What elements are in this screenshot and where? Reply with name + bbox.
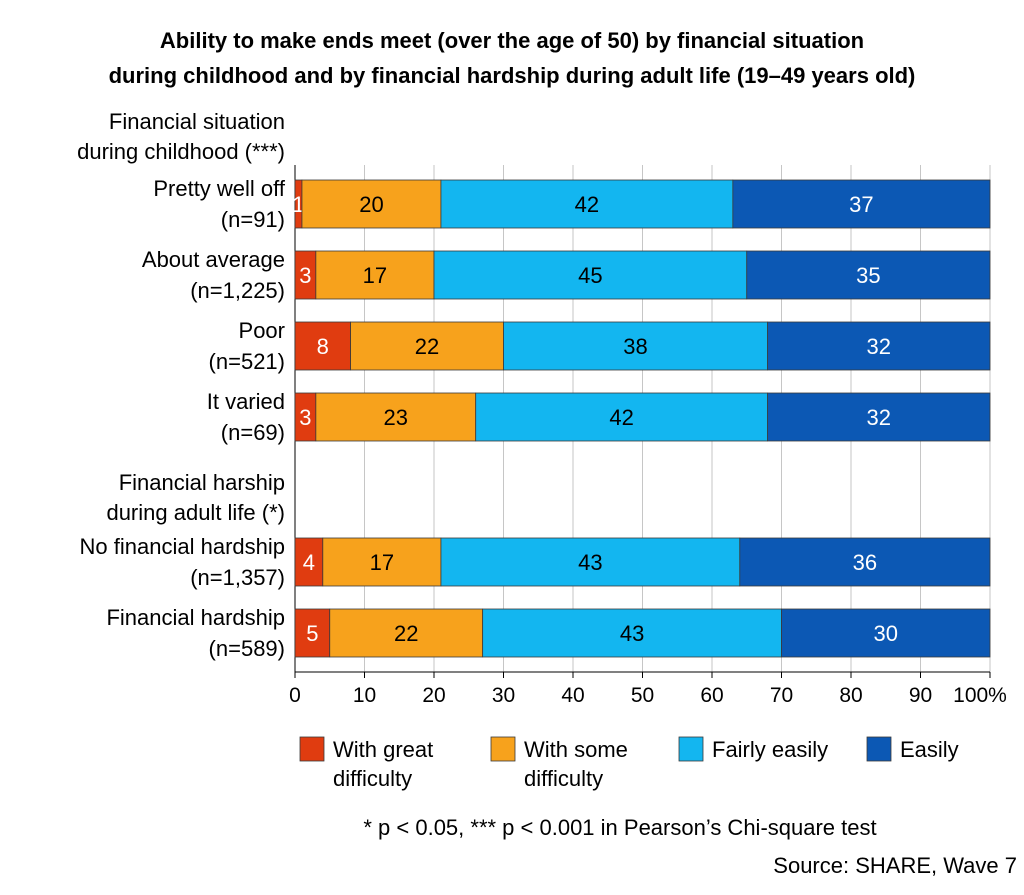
category-label: (n=91) xyxy=(221,207,285,232)
category-label: (n=521) xyxy=(209,349,285,374)
category-label: No financial hardship xyxy=(80,534,285,559)
bar-value-label: 17 xyxy=(370,550,394,575)
bar-segment xyxy=(294,537,324,587)
bar-segment xyxy=(440,179,734,229)
bar-value-label: 5 xyxy=(306,621,318,646)
bar-value-label: 22 xyxy=(415,334,439,359)
bar-value-label: 32 xyxy=(867,405,891,430)
group-header-line: Financial harship xyxy=(119,470,285,495)
category-label: It varied xyxy=(207,389,285,414)
category-label: (n=1,225) xyxy=(190,278,285,303)
legend-swatch xyxy=(866,736,892,762)
bar-segment xyxy=(315,392,477,442)
x-tick-label: 30 xyxy=(492,684,515,707)
legend-label: difficulty xyxy=(524,766,603,791)
x-tick-label: 40 xyxy=(561,684,584,707)
bar-value-label: 17 xyxy=(363,263,387,288)
legend-swatch xyxy=(299,736,325,762)
bar-segment xyxy=(739,537,991,587)
bar-value-label: 38 xyxy=(623,334,647,359)
bar-value-label: 43 xyxy=(620,621,644,646)
category-label: (n=589) xyxy=(209,636,285,661)
legend-swatch xyxy=(490,736,516,762)
bar-value-label: 1 xyxy=(292,192,304,217)
category-label: Financial hardship xyxy=(106,605,285,630)
x-tick-label: 90 xyxy=(909,684,932,707)
chart-title-line: Ability to make ends meet (over the age … xyxy=(160,28,864,53)
group-header-line: Financial situation xyxy=(109,109,285,134)
bar-segment xyxy=(350,321,504,371)
footnote: * p < 0.05, *** p < 0.001 in Pearson’s C… xyxy=(363,815,876,840)
legend-swatch xyxy=(678,736,704,762)
bar-segment xyxy=(503,321,769,371)
chart-title-line: during childhood and by financial hardsh… xyxy=(109,63,916,88)
bar-value-label: 36 xyxy=(853,550,877,575)
bar-segment xyxy=(301,179,442,229)
bar-segment xyxy=(746,250,991,300)
category-label: (n=69) xyxy=(221,420,285,445)
bar-value-label: 45 xyxy=(578,263,602,288)
bar-segment xyxy=(294,321,351,371)
bar-segment xyxy=(322,537,442,587)
bar-value-label: 20 xyxy=(359,192,383,217)
bar-value-label: 4 xyxy=(303,550,315,575)
category-label: Pretty well off xyxy=(153,176,286,201)
bar-value-label: 43 xyxy=(578,550,602,575)
legend-label: With great xyxy=(333,737,433,762)
bar-segment xyxy=(781,608,991,658)
bar-value-label: 37 xyxy=(849,192,873,217)
legend-label: difficulty xyxy=(333,766,412,791)
group-header-line: during childhood (***) xyxy=(77,139,285,164)
bar-segment xyxy=(433,250,748,300)
bar-value-label: 23 xyxy=(384,405,408,430)
bar-value-label: 3 xyxy=(299,405,311,430)
x-tick-label: 70 xyxy=(770,684,793,707)
x-tick-label: 100% xyxy=(953,684,1007,707)
group-header-line: during adult life (*) xyxy=(106,500,285,525)
bar-value-label: 32 xyxy=(867,334,891,359)
bar-value-label: 22 xyxy=(394,621,418,646)
x-tick-label: 10 xyxy=(353,684,376,707)
x-tick-label: 50 xyxy=(631,684,654,707)
bar-segment xyxy=(294,608,331,658)
bar-segment xyxy=(767,392,991,442)
legend-label: With some xyxy=(524,737,628,762)
category-label: (n=1,357) xyxy=(190,565,285,590)
x-tick-label: 0 xyxy=(289,684,301,707)
category-label: About average xyxy=(142,247,285,272)
bar-value-label: 42 xyxy=(609,405,633,430)
bar-segment xyxy=(440,537,741,587)
bar-value-label: 3 xyxy=(299,263,311,288)
bar-segment xyxy=(732,179,991,229)
x-tick-label: 60 xyxy=(700,684,723,707)
bar-value-label: 30 xyxy=(874,621,898,646)
bar-segment xyxy=(329,608,484,658)
legend-label: Easily xyxy=(900,737,959,762)
bar-value-label: 42 xyxy=(575,192,599,217)
source-note: Source: SHARE, Wave 7 xyxy=(773,853,1017,878)
legend-label: Fairly easily xyxy=(712,737,828,762)
x-tick-label: 20 xyxy=(422,684,445,707)
bar-value-label: 35 xyxy=(856,263,880,288)
bar-segment xyxy=(475,392,769,442)
category-label: Poor xyxy=(239,318,285,343)
bar-value-label: 8 xyxy=(317,334,329,359)
x-tick-label: 80 xyxy=(839,684,862,707)
bar-segment xyxy=(767,321,991,371)
